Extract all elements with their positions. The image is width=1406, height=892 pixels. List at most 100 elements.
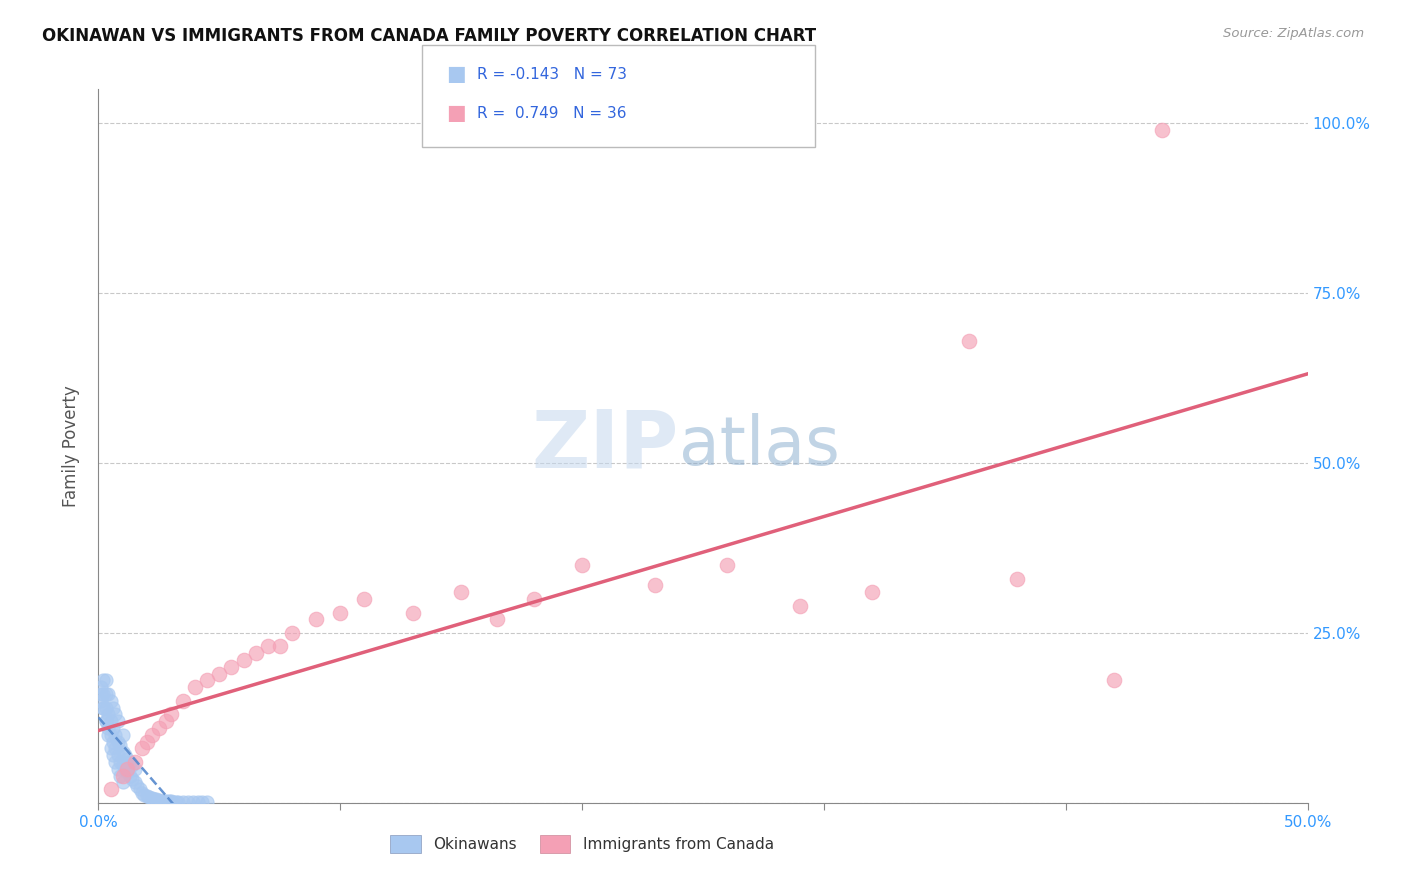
Point <box>155 794 177 808</box>
Point <box>111 728 134 742</box>
Point <box>167 795 190 809</box>
Point <box>91 700 114 714</box>
Point <box>100 741 122 756</box>
Point <box>90 687 112 701</box>
Point <box>256 640 278 654</box>
Point <box>957 334 980 348</box>
Point <box>148 793 170 807</box>
Point <box>104 755 127 769</box>
Point <box>117 765 139 780</box>
Point <box>145 792 167 806</box>
Point <box>111 758 134 772</box>
Point <box>124 755 146 769</box>
Point <box>114 762 136 776</box>
Point <box>121 772 143 786</box>
Point <box>143 791 166 805</box>
Point <box>90 680 112 694</box>
Point <box>571 558 593 572</box>
Point <box>90 694 112 708</box>
Point <box>172 795 194 809</box>
Point <box>97 728 120 742</box>
Point <box>644 578 666 592</box>
Point <box>245 646 267 660</box>
Point <box>523 591 546 606</box>
Point <box>101 721 124 735</box>
Point <box>100 728 122 742</box>
Point <box>232 653 254 667</box>
Point <box>195 795 218 809</box>
Point <box>329 606 352 620</box>
Point <box>157 794 180 808</box>
Point <box>160 794 183 808</box>
Point <box>138 790 160 805</box>
Point <box>165 795 187 809</box>
Point <box>104 741 127 756</box>
Text: ZIP: ZIP <box>531 407 679 485</box>
Legend: Okinawans, Immigrants from Canada: Okinawans, Immigrants from Canada <box>384 829 780 859</box>
Point <box>1152 123 1174 137</box>
Point <box>91 687 114 701</box>
Point <box>117 751 139 765</box>
Point <box>108 755 131 769</box>
Point <box>195 673 218 688</box>
Point <box>108 769 131 783</box>
Point <box>97 707 120 722</box>
Point <box>128 782 150 797</box>
Point <box>111 769 134 783</box>
Point <box>91 673 114 688</box>
Point <box>121 758 143 772</box>
Point <box>221 660 243 674</box>
Point <box>111 745 134 759</box>
Point <box>135 734 157 748</box>
Point <box>181 795 204 809</box>
Text: ■: ■ <box>446 64 465 84</box>
Point <box>124 762 146 776</box>
Point <box>141 728 163 742</box>
Point <box>94 687 117 701</box>
Point <box>91 700 114 714</box>
Point <box>160 707 183 722</box>
Point <box>134 788 156 802</box>
Text: OKINAWAN VS IMMIGRANTS FROM CANADA FAMILY POVERTY CORRELATION CHART: OKINAWAN VS IMMIGRANTS FROM CANADA FAMIL… <box>42 27 817 45</box>
Point <box>450 585 472 599</box>
Point <box>281 626 304 640</box>
Text: R = -0.143   N = 73: R = -0.143 N = 73 <box>477 67 627 81</box>
Point <box>172 694 194 708</box>
Point <box>353 591 375 606</box>
Point <box>94 714 117 729</box>
Text: atlas: atlas <box>679 413 839 479</box>
Point <box>118 755 141 769</box>
Point <box>97 721 120 735</box>
Point <box>104 707 127 722</box>
Point <box>269 640 291 654</box>
Point <box>486 612 509 626</box>
Point <box>108 738 131 752</box>
Point <box>191 795 214 809</box>
Point <box>107 734 129 748</box>
Point <box>101 734 124 748</box>
Point <box>100 782 122 797</box>
Point <box>152 794 174 808</box>
Point <box>716 558 738 572</box>
Point <box>117 762 139 776</box>
Point <box>135 789 157 803</box>
Point <box>131 741 153 756</box>
Point <box>114 748 136 763</box>
Point <box>94 714 117 729</box>
Point <box>111 775 134 789</box>
Point <box>177 795 200 809</box>
Point <box>184 680 207 694</box>
Point <box>94 673 117 688</box>
Y-axis label: Family Poverty: Family Poverty <box>62 385 80 507</box>
Point <box>104 728 127 742</box>
Point <box>100 694 122 708</box>
Point <box>162 795 184 809</box>
Point <box>305 612 328 626</box>
Point <box>141 791 163 805</box>
Point <box>101 700 124 714</box>
Point <box>148 721 170 735</box>
Point <box>860 585 883 599</box>
Point <box>107 762 129 776</box>
Text: ■: ■ <box>446 103 465 123</box>
Text: R =  0.749   N = 36: R = 0.749 N = 36 <box>477 106 626 120</box>
